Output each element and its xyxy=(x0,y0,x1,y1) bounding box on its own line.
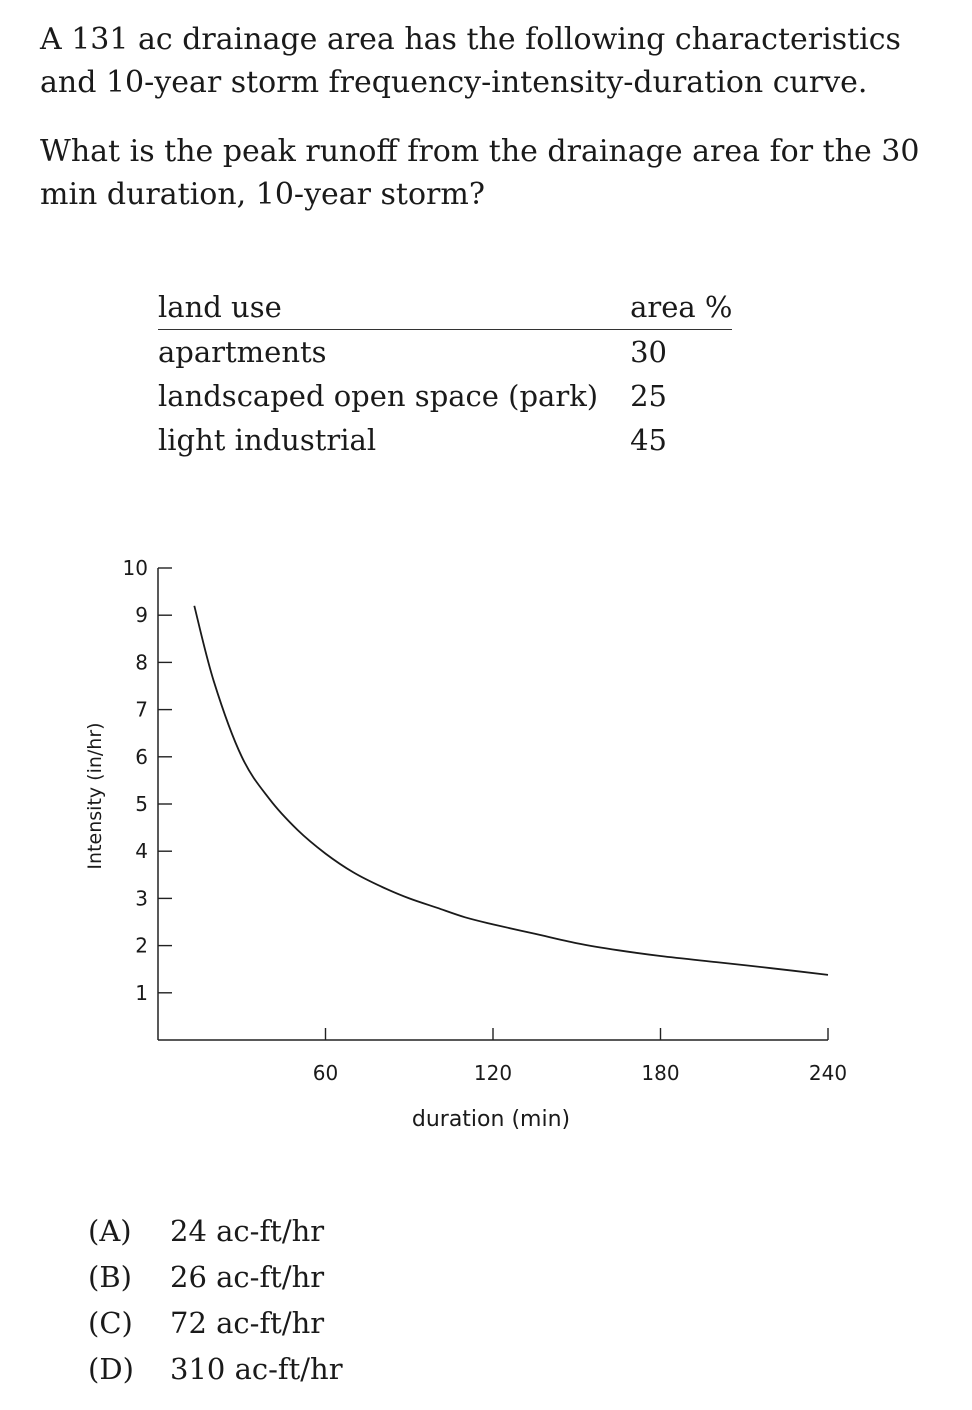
choice-letter: (A) xyxy=(88,1214,132,1248)
x-axis-ticks: 60 120 180 240 xyxy=(313,1028,847,1085)
answer-choices: (A) 24 ac-ft/hr (B) 26 ac-ft/hr (C) 72 ac-f… xyxy=(88,1208,343,1392)
y-tick-label: 5 xyxy=(135,792,148,816)
y-axis-label: Intensity (in/hr) xyxy=(84,722,106,869)
intensity-duration-chart: 1 2 3 4 5 6 7 8 9 10 60 120 180 240 Intensity (in/hr… xyxy=(84,556,847,1132)
land-use-cell: apartments xyxy=(158,335,327,369)
answer-choice-c[interactable]: (C) 72 ac-ft/hr xyxy=(88,1300,343,1346)
intensity-duration-curve xyxy=(193,605,829,976)
table-row: landscaped open space (park) 25 xyxy=(158,374,732,418)
x-axis-label: duration (min) xyxy=(412,1107,570,1132)
header-area-percent: area % xyxy=(598,285,733,330)
choice-text: 26 ac-ft/hr xyxy=(170,1260,325,1294)
land-use-table: land use area % apartments 30 landscaped… xyxy=(158,285,733,462)
area-percent-cell: 30 xyxy=(630,335,667,369)
area-percent-cell: 45 xyxy=(630,423,667,457)
y-tick-label: 1 xyxy=(135,981,148,1005)
choice-text: 24 ac-ft/hr xyxy=(170,1214,325,1248)
x-tick-label: 120 xyxy=(474,1061,512,1085)
answer-choice-b[interactable]: (B) 26 ac-ft/hr xyxy=(88,1254,343,1300)
x-tick-label: 240 xyxy=(809,1061,847,1085)
answer-choice-a[interactable]: (A) 24 ac-ft/hr xyxy=(88,1208,343,1254)
y-tick-label: 7 xyxy=(135,698,148,722)
land-use-cell: landscaped open space (park) xyxy=(158,379,599,413)
y-tick-label: 9 xyxy=(135,603,148,627)
choice-letter: (D) xyxy=(88,1352,134,1386)
land-use-cell: light industrial xyxy=(158,423,377,457)
choice-letter: (B) xyxy=(88,1260,132,1294)
x-tick-label: 60 xyxy=(313,1061,338,1085)
table-row: apartments 30 xyxy=(158,330,732,375)
table-header-row: land use area % xyxy=(158,285,733,330)
chart-axes xyxy=(157,568,828,1041)
x-tick-label: 180 xyxy=(641,1061,679,1085)
table-row: light industrial 45 xyxy=(158,418,732,462)
y-tick-label: 2 xyxy=(135,934,148,958)
header-land-use: land use xyxy=(158,285,599,330)
choice-text: 72 ac-ft/hr xyxy=(170,1306,325,1340)
problem-question: What is the peak runoff from the drainag… xyxy=(40,134,920,212)
y-tick-label: 4 xyxy=(135,839,148,863)
y-tick-label: 8 xyxy=(135,650,148,674)
area-percent-cell: 25 xyxy=(630,379,667,413)
problem-intro: A 131 ac drainage area has the following… xyxy=(40,22,901,100)
choice-letter: (C) xyxy=(88,1306,133,1340)
y-tick-label: 10 xyxy=(123,556,148,580)
y-axis-ticks: 1 2 3 4 5 6 7 8 9 10 xyxy=(123,556,172,1005)
choice-text: 310 ac-ft/hr xyxy=(170,1352,343,1386)
y-tick-label: 3 xyxy=(135,886,148,910)
answer-choice-d[interactable]: (D) 310 ac-ft/hr xyxy=(88,1346,343,1392)
y-tick-label: 6 xyxy=(135,745,148,769)
chart-series xyxy=(193,605,829,976)
